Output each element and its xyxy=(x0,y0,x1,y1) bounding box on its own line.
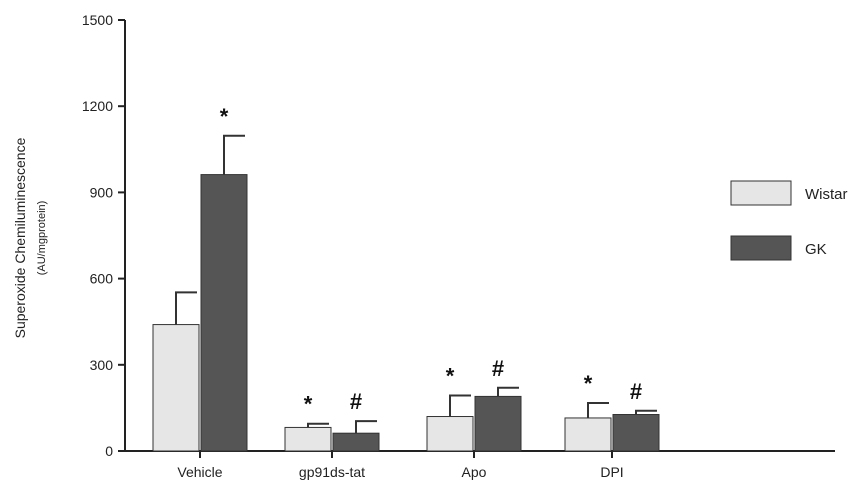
legend: Wistar GK xyxy=(730,180,848,261)
bar-gk xyxy=(200,174,248,452)
significance-mark: # xyxy=(350,389,362,414)
y-tick-label: 0 xyxy=(105,443,113,459)
bar-wistar xyxy=(152,324,200,452)
y-axis-label: Superoxide Chemiluminescence xyxy=(12,137,28,338)
bar-wistar xyxy=(426,416,474,452)
x-tick-label: gp91ds-tat xyxy=(299,464,365,480)
legend-label-gk: GK xyxy=(805,241,827,258)
x-axis: Vehicle gp91ds-tat Apo DPI xyxy=(125,450,835,480)
y-tick-label: 1500 xyxy=(82,12,113,28)
significance-mark: * xyxy=(220,104,229,129)
y-tick-label: 900 xyxy=(90,184,114,200)
bar-gk xyxy=(332,432,380,452)
significance-mark: * xyxy=(446,364,455,389)
y-tick-label: 600 xyxy=(90,271,114,287)
x-tick-label: DPI xyxy=(600,464,623,480)
y-axis-sublabel: (AU/mgprotein) xyxy=(36,201,48,276)
legend-label-wistar: Wistar xyxy=(805,186,848,203)
x-tick-label: Vehicle xyxy=(177,464,222,480)
bars: * * # * # * # xyxy=(152,104,660,452)
y-tick-label: 1200 xyxy=(82,98,113,114)
y-axis: 0 300 600 900 1200 1500 xyxy=(82,12,126,459)
bar-gk xyxy=(612,414,660,452)
bar-gk xyxy=(474,395,522,452)
significance-mark: * xyxy=(304,392,313,417)
bar-wistar xyxy=(284,426,332,452)
significance-mark: * xyxy=(584,371,593,396)
bar-wistar xyxy=(564,417,612,452)
significance-mark: # xyxy=(630,379,642,404)
y-tick-label: 300 xyxy=(90,357,114,373)
significance-mark: # xyxy=(492,356,504,381)
x-tick-label: Apo xyxy=(462,464,487,480)
legend-swatch-gk xyxy=(730,235,792,261)
legend-swatch-wistar xyxy=(730,180,792,206)
